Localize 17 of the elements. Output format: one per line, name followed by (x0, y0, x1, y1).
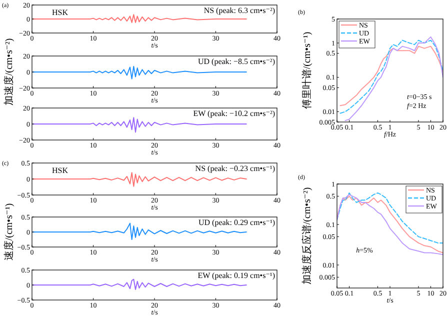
annotation: NS (peak: −0.23 cm•s⁻¹) (195, 164, 276, 173)
line-series (32, 278, 247, 290)
y-axis-title: 加速度反应谱/(cm•s⁻²) (301, 187, 313, 285)
annotation: EW (peak: 0.19 cm•s⁻¹) (198, 271, 276, 280)
y-axis-title: 加速度/(cm•s⁻²) (3, 38, 15, 106)
line-series (32, 14, 247, 23)
line-series (32, 66, 247, 80)
line-series (32, 117, 247, 133)
line-series (32, 172, 247, 187)
annotation: NS (peak: 6.3 cm•s⁻²) (204, 6, 276, 15)
annotation: UD (peak: −8.5 cm•s⁻²) (198, 57, 276, 66)
y-axis-title: 速度/(cm•s⁻¹) (3, 203, 15, 261)
annotation: EW (peak: −10.2 cm•s⁻²) (193, 109, 276, 118)
annotation: HSK (52, 166, 68, 175)
annotation: HSK (52, 8, 68, 17)
annotation: UD (peak: 0.29 cm•s⁻¹) (198, 218, 276, 227)
y-axis-title: 傅里叶谱/(cm•s⁻¹) (301, 32, 313, 110)
